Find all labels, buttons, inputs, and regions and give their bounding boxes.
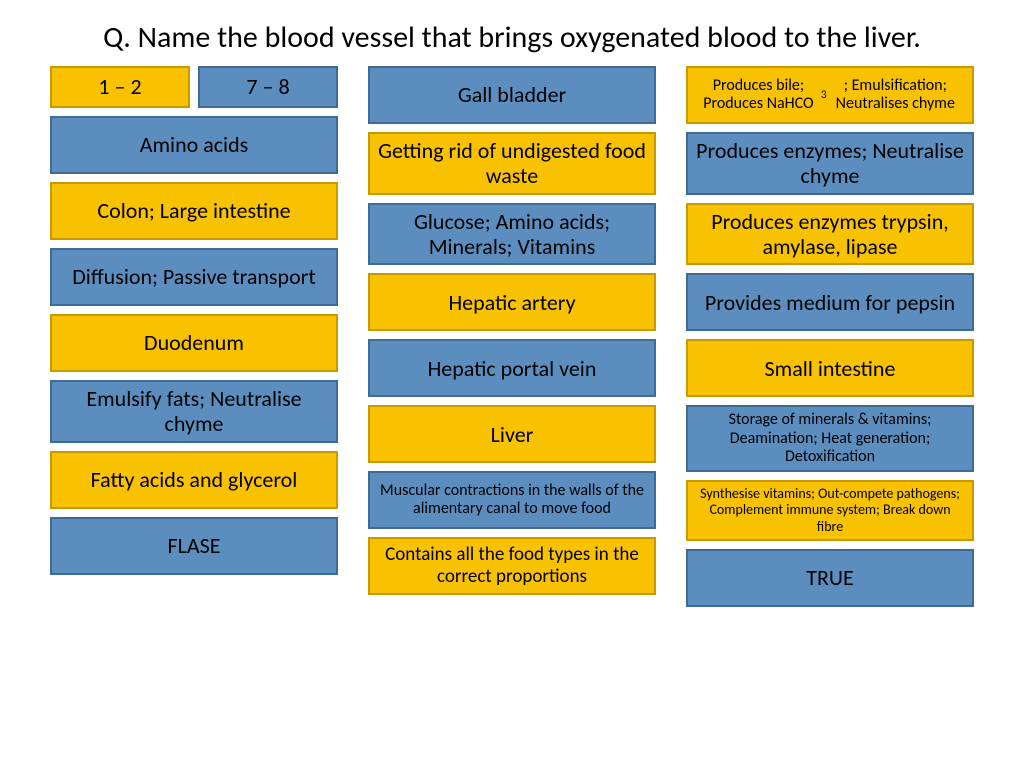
question-title: Q. Name the blood vessel that brings oxy… — [0, 0, 1024, 66]
answer-grid: 1 – 27 – 8 Amino acids Colon; Large intest… — [0, 66, 1024, 607]
split-row: 1 – 27 – 8 — [50, 66, 338, 108]
answer-card[interactable]: Produces bile; Produces NaHCO3; Emulsifi… — [686, 66, 974, 124]
answer-card[interactable]: TRUE — [686, 549, 974, 607]
answer-card[interactable]: Gall bladder — [368, 66, 656, 124]
answer-card[interactable]: Storage of minerals & vitamins; Deaminat… — [686, 405, 974, 472]
answer-card[interactable]: Diffusion; Passive transport — [50, 248, 338, 306]
column-3: Produces bile; Produces NaHCO3; Emulsifi… — [686, 66, 974, 607]
answer-card[interactable]: Provides medium for pepsin — [686, 273, 974, 331]
answer-card[interactable]: Duodenum — [50, 314, 338, 372]
answer-card[interactable]: 7 – 8 — [198, 66, 338, 108]
answer-card[interactable]: Colon; Large intestine — [50, 182, 338, 240]
answer-card[interactable]: Contains all the food types in the corre… — [368, 537, 656, 595]
answer-card[interactable]: Glucose; Amino acids; Minerals; Vitamins — [368, 203, 656, 266]
answer-card[interactable]: Amino acids — [50, 116, 338, 174]
answer-card[interactable]: Hepatic portal vein — [368, 339, 656, 397]
answer-card[interactable]: FLASE — [50, 517, 338, 575]
answer-card[interactable]: Synthesise vitamins; Out-compete pathoge… — [686, 480, 974, 540]
answer-card[interactable]: Liver — [368, 405, 656, 463]
answer-card[interactable]: Muscular contractions in the walls of th… — [368, 471, 656, 529]
answer-card[interactable]: 1 – 2 — [50, 66, 190, 108]
answer-card[interactable]: Small intestine — [686, 339, 974, 397]
column-1: 1 – 27 – 8 Amino acids Colon; Large intest… — [50, 66, 338, 607]
answer-card[interactable]: Hepatic artery — [368, 273, 656, 331]
answer-card[interactable]: Emulsify fats; Neutralise chyme — [50, 380, 338, 443]
answer-card[interactable]: Fatty acids and glycerol — [50, 451, 338, 509]
answer-card[interactable]: Getting rid of undigested food waste — [368, 132, 656, 195]
answer-card[interactable]: Produces enzymes trypsin, amylase, lipas… — [686, 203, 974, 266]
column-2: Gall bladder Getting rid of undigested fo… — [368, 66, 656, 607]
answer-card[interactable]: Produces enzymes; Neutralise chyme — [686, 132, 974, 195]
